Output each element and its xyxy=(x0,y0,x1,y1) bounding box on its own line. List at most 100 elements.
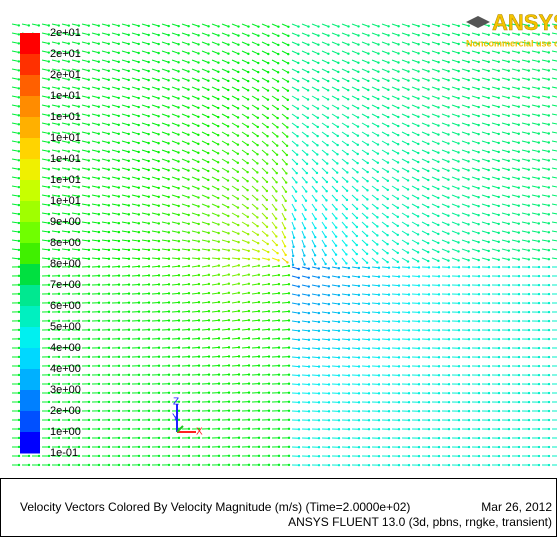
vector-head xyxy=(368,338,370,340)
vector-head xyxy=(108,106,110,108)
vector-head xyxy=(348,383,350,385)
vector-head xyxy=(187,115,189,117)
vector-head xyxy=(518,374,520,376)
vector-head xyxy=(487,196,489,198)
vector-head xyxy=(298,374,300,376)
vector-head xyxy=(167,142,169,144)
vector-head xyxy=(118,124,120,126)
vector-head xyxy=(548,114,550,116)
vector-head xyxy=(538,105,540,107)
vector-head xyxy=(467,70,469,72)
vector-head xyxy=(157,115,159,117)
vector-head xyxy=(335,217,337,219)
vector-head xyxy=(477,223,479,225)
vector-head xyxy=(467,133,469,135)
vector-head xyxy=(447,61,449,63)
vector-head xyxy=(148,34,150,36)
vector-head xyxy=(457,61,459,63)
vector-head xyxy=(468,365,470,367)
vector-head xyxy=(297,71,299,73)
vector-head xyxy=(468,401,470,403)
vector-head xyxy=(207,197,209,199)
vector-head xyxy=(276,163,278,165)
vector-head xyxy=(138,319,140,321)
vector-head xyxy=(177,79,179,81)
vector-head xyxy=(528,96,530,98)
vector-head xyxy=(457,106,459,108)
vector-head xyxy=(187,88,189,90)
vector-head xyxy=(276,144,278,146)
vector-head xyxy=(508,187,510,189)
vector-head xyxy=(318,383,320,385)
vector-head xyxy=(317,44,319,46)
vector-head xyxy=(158,258,160,260)
vector-head xyxy=(477,97,479,99)
vector-head xyxy=(257,25,259,27)
vector-head xyxy=(386,261,388,263)
vector-head xyxy=(378,285,380,287)
vector-head xyxy=(338,303,340,305)
vector-head xyxy=(98,311,100,313)
vector-head xyxy=(305,190,307,192)
vector-head xyxy=(128,310,130,312)
vector-head xyxy=(228,373,230,375)
vector-head xyxy=(336,199,338,201)
vector-head xyxy=(298,321,300,323)
vector-head xyxy=(518,275,520,277)
vector-head xyxy=(78,123,80,125)
vector-head xyxy=(158,319,160,321)
vector-head xyxy=(417,61,419,63)
vector-head xyxy=(417,43,419,45)
vector-head xyxy=(98,25,100,27)
vector-head xyxy=(437,224,439,226)
vector-head xyxy=(367,107,369,109)
vector-head xyxy=(128,231,130,233)
vector-head xyxy=(187,178,189,180)
vector-head xyxy=(528,347,530,349)
vector-head xyxy=(308,410,310,412)
vector-head xyxy=(317,71,319,73)
vector-head xyxy=(378,392,380,394)
vector-head xyxy=(157,178,159,180)
vector-head xyxy=(18,320,20,322)
vector-head xyxy=(246,180,248,182)
vector-head xyxy=(427,34,429,36)
vector-head xyxy=(307,107,309,109)
vector-head xyxy=(228,428,230,430)
vector-head xyxy=(408,275,410,277)
vector-head xyxy=(368,383,370,385)
vector-head xyxy=(268,328,270,330)
vector-head xyxy=(158,301,160,303)
vector-head xyxy=(237,98,239,100)
vector-head xyxy=(306,172,308,174)
vector-head xyxy=(468,61,470,63)
vector-head xyxy=(227,179,229,181)
vector-head xyxy=(158,410,160,412)
vector-head xyxy=(247,107,249,109)
vector-head xyxy=(288,301,290,303)
vector-head xyxy=(447,133,449,135)
vector-head xyxy=(447,160,449,162)
vector-head xyxy=(228,382,230,384)
vector-head xyxy=(448,293,450,295)
vector-head xyxy=(266,144,268,146)
vector-head xyxy=(288,283,290,285)
vector-head xyxy=(367,34,369,36)
vector-head xyxy=(388,419,390,421)
vector-head xyxy=(418,401,420,403)
vector-head xyxy=(368,294,370,296)
vector-head xyxy=(178,214,180,216)
vector-head xyxy=(58,401,60,403)
vector-head xyxy=(397,243,399,245)
vector-head xyxy=(278,319,280,321)
vector-head xyxy=(338,267,340,269)
vector-head xyxy=(538,195,540,197)
vector-head xyxy=(437,233,439,235)
vector-head xyxy=(316,153,318,155)
vector-head xyxy=(407,179,409,181)
vector-head xyxy=(336,171,338,173)
vector-head xyxy=(548,177,550,179)
vector-head xyxy=(303,263,305,265)
vector-head xyxy=(78,249,80,251)
vector-head xyxy=(327,107,329,109)
